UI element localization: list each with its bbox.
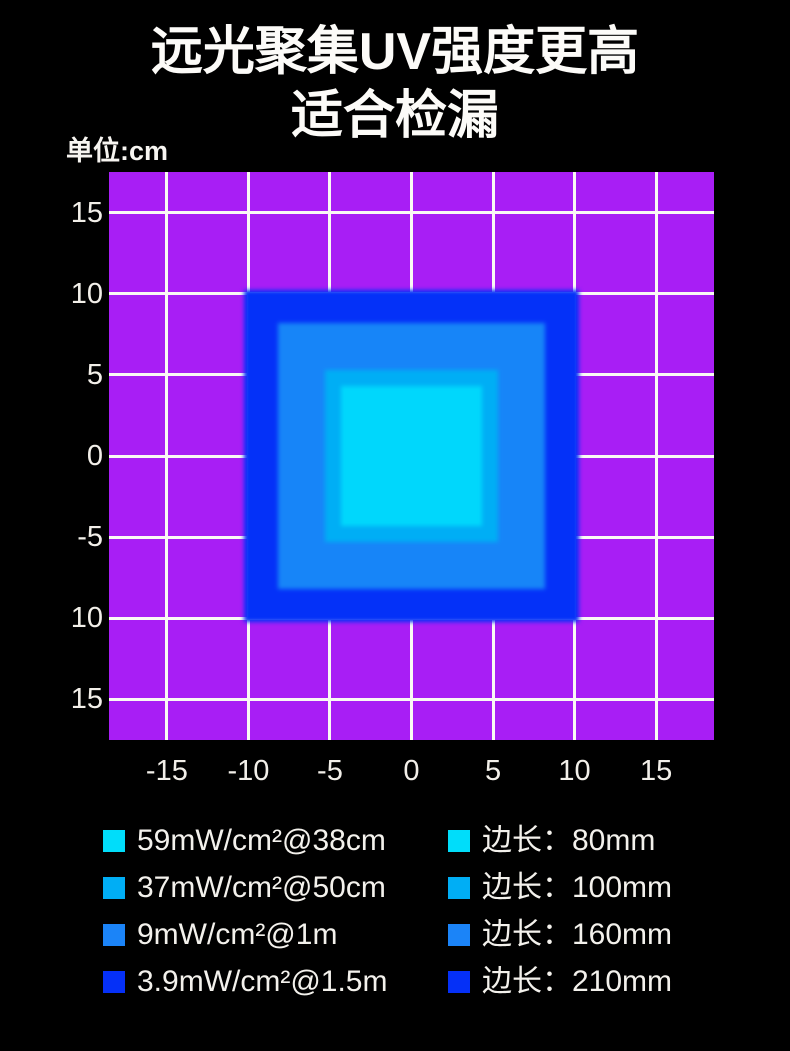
axis-unit-label: 单位:cm: [66, 136, 169, 166]
x-tick-label: -5: [317, 755, 343, 787]
legend-row: 边长：160mm: [448, 920, 672, 950]
y-tick-label: 10: [70, 602, 103, 635]
legend-swatch-icon: [448, 877, 470, 899]
legend-swatch-icon: [448, 971, 470, 993]
y-tick-label: 15: [70, 196, 103, 229]
legend-swatch-icon: [103, 971, 125, 993]
x-tick-label: 0: [403, 755, 420, 787]
legend-row: 9mW/cm²@1m: [103, 920, 387, 950]
y-tick-label: 10: [70, 277, 103, 310]
legend-label: 9mW/cm²@1m: [137, 918, 338, 951]
legend-label: 3.9mW/cm²@1.5m: [137, 965, 388, 998]
beam-footprint-chart: [109, 172, 714, 740]
page-title: 远光聚集UV强度更高 适合检漏: [0, 20, 790, 148]
legend-row: 3.9mW/cm²@1.5m: [103, 967, 387, 997]
legend-size-column: 边长：80mm 边长：100mm 边长：160mm 边长：210mm: [448, 826, 672, 1014]
title-line-1: 远光聚集UV强度更高: [150, 23, 640, 81]
x-tick-label: 10: [558, 755, 591, 787]
x-tick-label: -15: [145, 755, 188, 787]
grid-line-horizontal: [109, 697, 714, 701]
legend-swatch-icon: [103, 877, 125, 899]
legend-swatch-icon: [448, 830, 470, 852]
legend-row: 37mW/cm²@50cm: [103, 873, 387, 903]
legend-row: 59mW/cm²@38cm: [103, 826, 387, 856]
y-tick-label: 15: [70, 683, 103, 716]
grid-line-horizontal: [109, 211, 714, 215]
legend-label: 边长：80mm: [482, 824, 656, 857]
legend-label: 59mW/cm²@38cm: [137, 824, 386, 857]
legend-label: 边长：100mm: [482, 871, 673, 904]
uv-squares-group: [109, 172, 714, 740]
legend-label: 边长：210mm: [482, 965, 673, 998]
legend-swatch-icon: [103, 830, 125, 852]
x-tick-label: 5: [484, 755, 502, 787]
legend-intensity-column: 59mW/cm²@38cm 37mW/cm²@50cm 9mW/cm²@1m 3.9m…: [103, 826, 387, 1014]
legend-label: 边长：160mm: [482, 918, 673, 951]
x-tick-label: -10: [227, 755, 270, 787]
legend-label: 37mW/cm²@50cm: [137, 871, 386, 904]
legend-row: 边长：210mm: [448, 967, 672, 997]
x-tick-label: 15: [639, 755, 673, 787]
legend-swatch-icon: [448, 924, 470, 946]
title-line-2: 适合检漏: [290, 87, 499, 145]
y-tick-label: -5: [77, 521, 103, 554]
legend-row: 边长：100mm: [448, 873, 672, 903]
uv-square-80mm: [340, 385, 483, 527]
y-tick-label: 0: [86, 440, 103, 472]
legend-swatch-icon: [103, 924, 125, 946]
legend-row: 边长：80mm: [448, 826, 672, 856]
y-tick-label: 5: [86, 358, 103, 391]
